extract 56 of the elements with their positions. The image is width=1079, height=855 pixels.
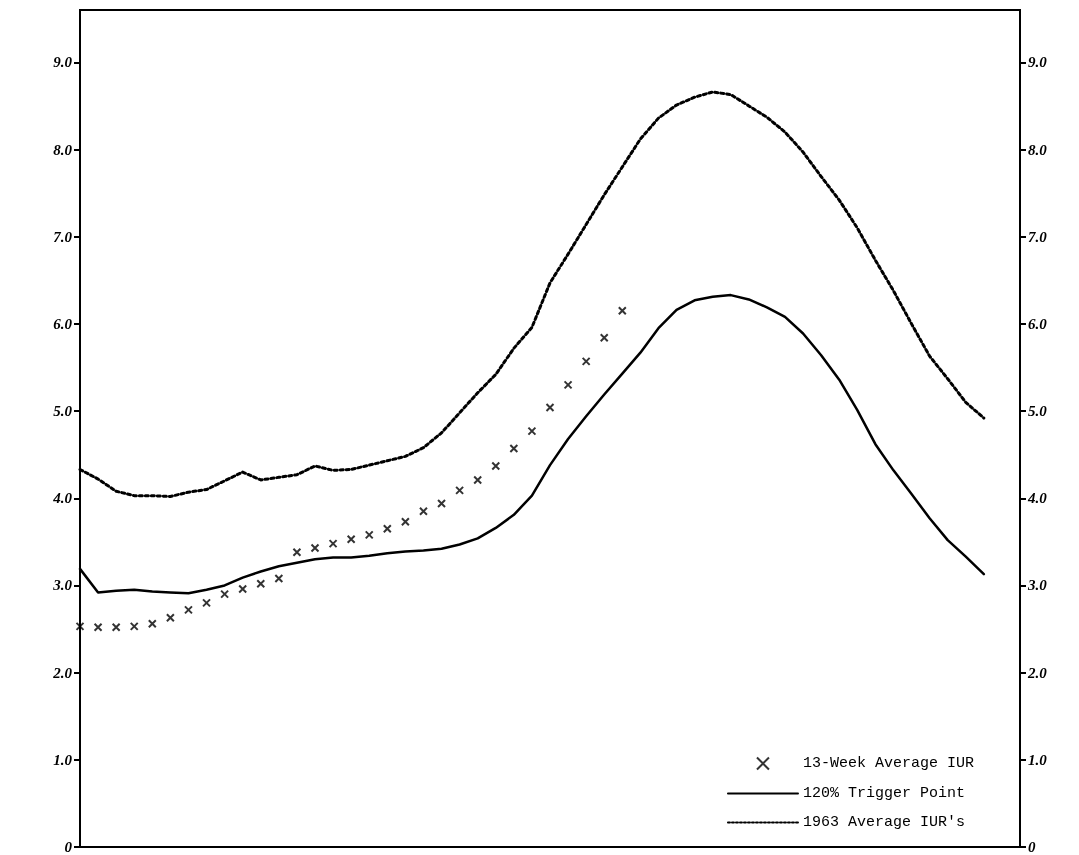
- point: [599, 333, 609, 343]
- line-series: [78, 90, 986, 499]
- point: [473, 475, 483, 485]
- point: [256, 579, 266, 589]
- point: [617, 306, 627, 316]
- y2-tick-label: 5.0: [1028, 403, 1048, 420]
- y2-tick-label: 4.0: [1027, 490, 1048, 507]
- y-tick-label: 0: [64, 839, 73, 855]
- y2-tick-label: 7.0: [1028, 228, 1048, 245]
- y-tick-label: 6.0: [53, 315, 73, 332]
- legend-label: 1963 Average IUR's: [802, 814, 965, 831]
- y-tick-label: 3.0: [52, 577, 73, 594]
- point: [563, 380, 573, 390]
- y2-tick-label: 2.0: [1027, 664, 1048, 681]
- point: [310, 543, 320, 553]
- legend-label: 120% Trigger Point: [802, 785, 965, 802]
- y2-tick-label: 9.0: [1028, 54, 1048, 71]
- point: [129, 621, 139, 631]
- point: [238, 584, 248, 594]
- y2-tick-label: 0: [1028, 839, 1036, 855]
- y-tick-label: 5.0: [53, 403, 73, 420]
- legend-label: 13-Week Average IUR: [802, 755, 974, 772]
- y-tick-label: 4.0: [52, 490, 73, 507]
- point: [147, 619, 157, 629]
- y-tick-label: 7.0: [53, 228, 73, 245]
- point: [509, 444, 519, 454]
- point: [581, 356, 591, 366]
- point: [455, 485, 465, 495]
- y-tick-label: 9.0: [53, 54, 73, 71]
- point: [183, 605, 193, 615]
- y-tick-label: 1.0: [53, 751, 73, 768]
- point: [328, 539, 338, 549]
- point: [491, 461, 501, 471]
- point: [220, 589, 230, 599]
- line-series: [78, 293, 986, 595]
- y2-tick-label: 6.0: [1028, 315, 1048, 332]
- point: [400, 517, 410, 527]
- y2-tick-label: 1.0: [1028, 751, 1048, 768]
- point: [527, 426, 537, 436]
- point: [545, 403, 555, 413]
- y2-tick-label: 8.0: [1028, 141, 1048, 158]
- point: [346, 534, 356, 544]
- point: [93, 622, 103, 632]
- point: [364, 530, 374, 540]
- point: [165, 613, 175, 623]
- point: [111, 622, 121, 632]
- y-tick-label: 2.0: [52, 664, 73, 681]
- point: [418, 506, 428, 516]
- point: [274, 573, 284, 583]
- point: [382, 524, 392, 534]
- y2-tick-label: 3.0: [1027, 577, 1048, 594]
- point: [292, 547, 302, 557]
- point: [75, 621, 85, 631]
- y-tick-label: 8.0: [53, 141, 73, 158]
- point: [437, 498, 447, 508]
- point: [202, 598, 212, 608]
